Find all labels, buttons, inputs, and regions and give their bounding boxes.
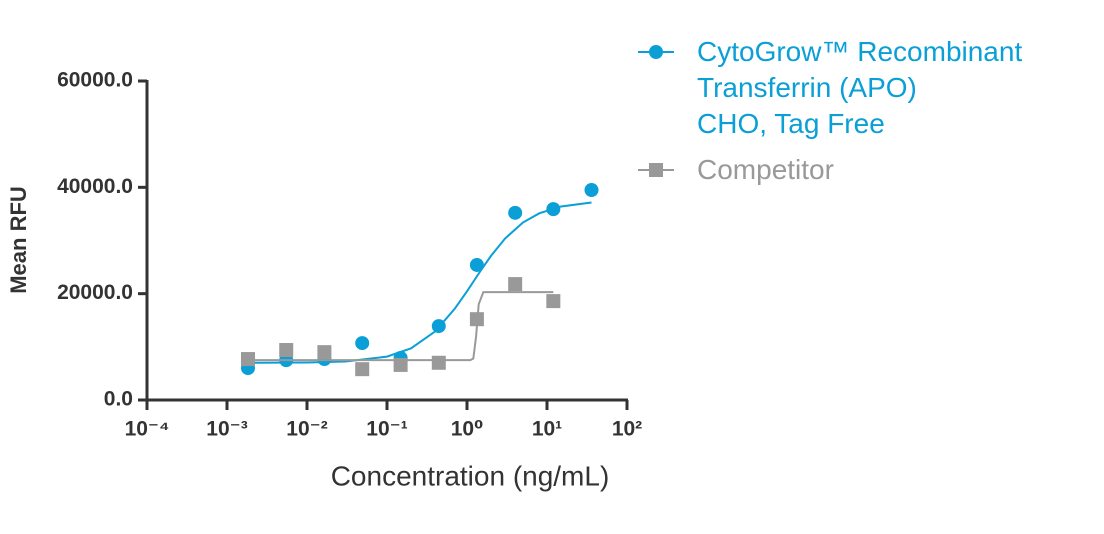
data-point <box>469 312 484 327</box>
legend-label: Competitor <box>697 154 834 185</box>
data-point <box>355 336 370 351</box>
fit-curve <box>247 201 592 364</box>
x-tick-label: 10⁻¹ <box>366 418 407 441</box>
data-point <box>317 345 332 360</box>
data-point <box>431 355 446 370</box>
legend-marker <box>649 45 663 59</box>
data-point <box>546 294 561 309</box>
data-point <box>508 277 523 292</box>
x-tick-label: 10⁻² <box>286 418 327 441</box>
y-tick-label: 0.0 <box>104 388 133 411</box>
x-tick-label: 10⁻³ <box>206 418 247 441</box>
y-tick-label: 60000.0 <box>57 69 133 92</box>
x-axis-label: Concentration (ng/mL) <box>331 460 610 491</box>
data-point <box>279 343 294 358</box>
data-point <box>393 357 408 372</box>
data-point <box>431 319 446 334</box>
x-tick-label: 10⁻⁴ <box>125 418 170 441</box>
y-tick-label: 40000.0 <box>57 175 133 198</box>
x-tick-label: 10¹ <box>532 418 562 441</box>
data-point <box>584 182 599 197</box>
legend-label: CytoGrow™ Recombinant Transferrin (APO) … <box>697 36 1023 139</box>
fit-curve <box>247 291 554 362</box>
legend-marker <box>649 163 663 177</box>
data-point <box>355 362 370 377</box>
y-tick-label: 20000.0 <box>57 281 133 304</box>
data-point <box>240 352 255 367</box>
y-axis-label: Mean RFU <box>6 186 31 294</box>
data-point <box>508 205 523 220</box>
data-point <box>469 257 484 272</box>
x-tick-label: 10² <box>612 418 642 441</box>
data-point <box>546 202 561 217</box>
x-tick-label: 10⁰ <box>451 418 484 441</box>
